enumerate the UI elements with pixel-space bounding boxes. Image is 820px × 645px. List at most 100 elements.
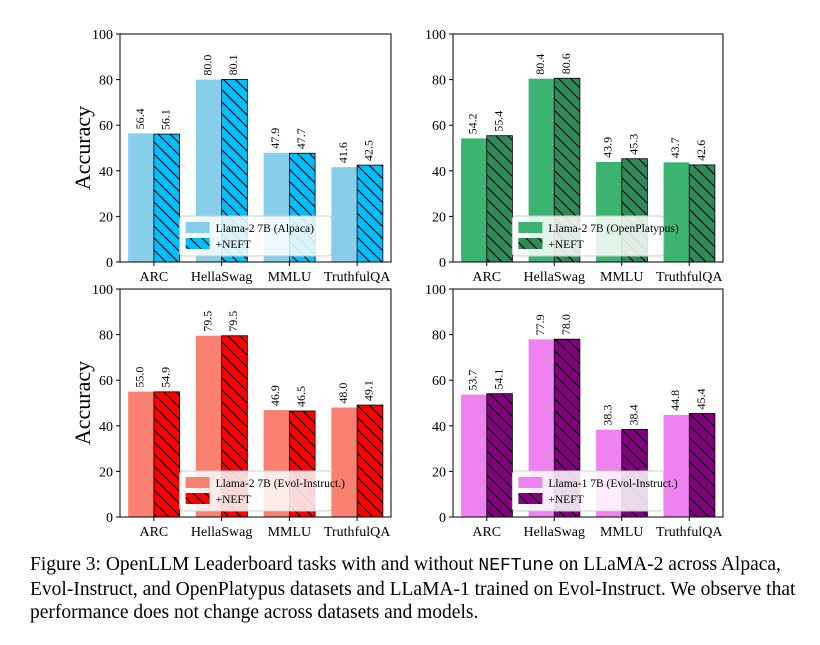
data-label: 49.1 — [362, 380, 376, 401]
data-label: 80.6 — [559, 53, 573, 74]
data-label: 42.5 — [362, 140, 376, 161]
x-tick-label: ARC — [139, 270, 168, 285]
axes-frame — [452, 33, 724, 263]
y-tick-label: 60 — [432, 119, 446, 134]
y-tick-label: 20 — [432, 465, 446, 480]
x-tick-label: ARC — [472, 270, 501, 285]
data-label: 53.7 — [466, 370, 480, 391]
caption-suffix: on LLaMA-2 across Alpaca, Evol-Instruct,… — [30, 554, 796, 623]
y-axis-label: Accuracy — [70, 106, 95, 190]
caption-code: NEFTune — [478, 556, 555, 576]
legend-label: Llama-1 7B (Evol-Instruct.) — [548, 478, 678, 490]
bar — [128, 133, 154, 262]
y-tick-label: 80 — [432, 74, 446, 89]
x-tick-label: ARC — [472, 525, 501, 540]
axes-frame — [119, 288, 392, 518]
x-tick-label: MMLU — [600, 525, 644, 540]
y-tick-label: 100 — [92, 28, 113, 43]
x-tick-label: HellaSwag — [191, 525, 252, 540]
data-label: 46.5 — [294, 386, 308, 407]
x-tick-label: HellaSwag — [524, 270, 585, 285]
x-tick-label: TruthfulQA — [656, 270, 723, 285]
bar — [331, 407, 358, 517]
data-label: 78.0 — [559, 314, 573, 335]
y-tick-label: 20 — [432, 210, 446, 225]
x-tick-label: ARC — [139, 525, 168, 540]
chart-panel-3: 0 20 40 60 80 100 Accuracy 55.0 54.9 ARC 79.5 79.5 H… — [70, 283, 392, 540]
bar — [128, 391, 154, 517]
data-label: 47.7 — [294, 128, 308, 149]
bar-hatch — [486, 135, 513, 262]
y-tick-label: 100 — [425, 28, 446, 43]
data-label: 56.4 — [133, 108, 147, 129]
chart-panel-1: 0 20 40 60 80 100 Accuracy 56.4 56.1 ARC 80.0 80.1 H… — [70, 28, 392, 285]
data-label: 38.3 — [601, 405, 615, 426]
bar — [663, 414, 690, 517]
data-label: 48.0 — [336, 383, 350, 404]
legend-label: +NEFT — [548, 239, 583, 251]
data-label: 54.1 — [491, 369, 505, 390]
y-tick-label: 80 — [99, 329, 113, 344]
bar — [331, 167, 358, 262]
y-tick-label: 40 — [432, 420, 446, 435]
y-tick-label: 60 — [99, 374, 113, 389]
data-label: 56.1 — [158, 109, 172, 130]
data-label: 47.9 — [268, 128, 282, 149]
legend-label: +NEFT — [548, 494, 583, 506]
data-label: 55.4 — [491, 111, 505, 132]
legend-swatch-hatch — [185, 493, 210, 504]
x-tick-label: TruthfulQA — [324, 270, 391, 285]
y-tick-label: 60 — [99, 119, 113, 134]
x-tick-label: HellaSwag — [191, 270, 252, 285]
bar-hatch — [357, 405, 383, 517]
data-label: 45.3 — [626, 134, 640, 155]
legend-swatch-hatch — [518, 493, 543, 504]
axes-frame — [452, 288, 724, 518]
y-tick-label: 20 — [99, 465, 113, 480]
y-tick-label: 100 — [425, 283, 446, 298]
y-axis-label: Accuracy — [70, 361, 95, 445]
data-label: 43.9 — [601, 137, 615, 158]
legend-swatch — [185, 477, 210, 488]
legend-label: +NEFT — [216, 494, 251, 506]
legend-label: Llama-2 7B (Alpaca) — [216, 223, 315, 235]
data-label: 55.0 — [133, 367, 147, 388]
x-tick-label: MMLU — [600, 270, 644, 285]
data-label: 80.1 — [226, 54, 240, 75]
y-tick-label: 0 — [439, 256, 446, 271]
y-tick-label: 40 — [99, 165, 113, 180]
data-label: 38.4 — [626, 404, 640, 425]
legend-label: +NEFT — [216, 239, 251, 251]
bar — [461, 394, 487, 517]
bar — [461, 138, 487, 262]
y-tick-label: 20 — [99, 210, 113, 225]
bar-hatch — [357, 165, 383, 262]
axes-frame — [119, 33, 392, 263]
data-label: 41.6 — [336, 142, 350, 163]
legend-box — [511, 215, 665, 257]
legend-swatch — [518, 477, 543, 488]
x-tick-label: TruthfulQA — [656, 525, 723, 540]
x-tick-label: MMLU — [268, 270, 312, 285]
figure: 0 20 40 60 80 100 Accuracy 56.4 56.1 ARC 80.0 80.1 H… — [70, 28, 724, 540]
caption-prefix: Figure 3: OpenLLM Leaderboard tasks with… — [30, 554, 479, 575]
legend-label: Llama-2 7B (Evol-Instruct.) — [216, 478, 346, 490]
legend-box — [179, 215, 332, 257]
bar-hatch — [486, 393, 513, 517]
y-tick-label: 0 — [439, 511, 446, 526]
bar-hatch — [689, 164, 715, 262]
data-label: 54.2 — [466, 113, 480, 134]
bar — [663, 162, 690, 262]
x-tick-label: TruthfulQA — [324, 525, 391, 540]
bar-hatch — [153, 391, 180, 517]
data-label: 42.6 — [694, 140, 708, 161]
x-tick-label: HellaSwag — [524, 525, 585, 540]
data-label: 77.9 — [533, 314, 547, 335]
legend-box — [179, 470, 332, 512]
data-label: 45.4 — [694, 388, 708, 409]
data-label: 46.9 — [268, 385, 282, 406]
chart-panel-4: 0 20 40 60 80 100 53.7 54.1 ARC 77.9 78.0 HellaSwag… — [425, 283, 724, 540]
y-tick-label: 80 — [432, 329, 446, 344]
data-label: 79.5 — [201, 311, 215, 332]
data-label: 79.5 — [226, 311, 240, 332]
